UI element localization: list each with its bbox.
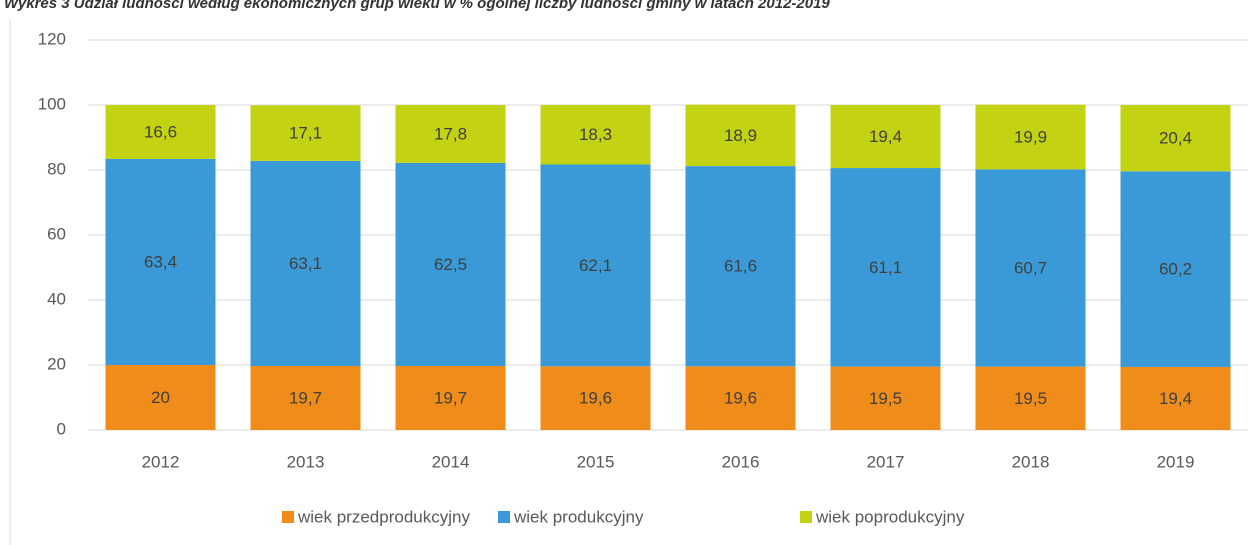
chart-title: Wykres 3 Udział ludności według ekonomic… xyxy=(4,0,830,12)
bar-segment xyxy=(105,105,216,159)
x-tick-label: 2018 xyxy=(1012,452,1050,471)
data-label: 61,1 xyxy=(869,258,902,277)
y-tick-label: 40 xyxy=(47,289,66,308)
y-tick-label: 120 xyxy=(38,29,66,48)
bar-segment xyxy=(395,105,506,163)
data-label: 19,7 xyxy=(434,388,467,407)
y-tick-label: 100 xyxy=(38,94,66,113)
data-label: 19,4 xyxy=(1159,389,1192,408)
bar-segment xyxy=(395,365,506,430)
bar-segment xyxy=(105,365,216,430)
data-label: 19,6 xyxy=(724,389,757,408)
data-label: 19,7 xyxy=(289,388,322,407)
x-tick-label: 2015 xyxy=(577,452,615,471)
bar-segment xyxy=(540,366,651,430)
data-label: 19,4 xyxy=(869,127,902,146)
legend-swatch xyxy=(498,511,510,523)
bar-segment xyxy=(540,164,651,367)
y-tick-label: 0 xyxy=(57,419,66,438)
x-tick-label: 2019 xyxy=(1157,452,1195,471)
data-label: 60,7 xyxy=(1014,258,1047,277)
data-label: 17,8 xyxy=(434,124,467,143)
legend-label: wiek produkcyjny xyxy=(513,507,644,526)
data-label: 19,5 xyxy=(869,389,902,408)
legend-swatch xyxy=(800,511,812,523)
data-label: 62,1 xyxy=(579,256,612,275)
data-label: 20 xyxy=(151,388,170,407)
data-label: 63,1 xyxy=(289,254,322,273)
data-label: 18,9 xyxy=(724,126,757,145)
bar-segment xyxy=(975,104,1086,170)
bar-segment xyxy=(685,104,796,167)
bar-segment xyxy=(540,105,651,165)
data-label: 19,5 xyxy=(1014,389,1047,408)
data-label: 17,1 xyxy=(289,124,322,143)
bar-segment xyxy=(1120,105,1231,172)
data-label: 60,2 xyxy=(1159,260,1192,279)
y-tick-label: 20 xyxy=(47,354,66,373)
bar-segment xyxy=(830,168,941,367)
bar-segment xyxy=(105,158,216,365)
data-label: 62,5 xyxy=(434,255,467,274)
bar-segment xyxy=(395,162,506,366)
bar-segment xyxy=(250,160,361,366)
y-tick-label: 80 xyxy=(47,159,66,178)
x-tick-label: 2016 xyxy=(722,452,760,471)
data-label: 20,4 xyxy=(1159,129,1192,148)
data-label: 63,4 xyxy=(144,252,177,271)
x-tick-label: 2013 xyxy=(287,452,325,471)
data-label: 18,3 xyxy=(579,125,612,144)
bar-segment xyxy=(1120,171,1231,367)
data-label: 16,6 xyxy=(144,122,177,141)
bar-segment xyxy=(685,166,796,367)
bar-segment xyxy=(250,105,361,161)
bar-segment xyxy=(830,366,941,430)
data-label: 19,6 xyxy=(579,389,612,408)
x-tick-label: 2014 xyxy=(432,452,470,471)
bar-segment xyxy=(975,169,1086,367)
bar-segment xyxy=(685,366,796,430)
bar-segment xyxy=(250,365,361,430)
bar-segment xyxy=(975,366,1086,430)
legend-label: wiek poprodukcyjny xyxy=(815,507,965,526)
bar-segment xyxy=(830,105,941,169)
legend-swatch xyxy=(282,511,294,523)
data-label: 61,6 xyxy=(724,257,757,276)
bar-segment xyxy=(1120,366,1231,430)
x-tick-label: 2017 xyxy=(867,452,905,471)
x-tick-label: 2012 xyxy=(142,452,180,471)
data-label: 19,9 xyxy=(1014,127,1047,146)
y-tick-label: 60 xyxy=(47,224,66,243)
legend-label: wiek przedprodukcyjny xyxy=(297,507,470,526)
